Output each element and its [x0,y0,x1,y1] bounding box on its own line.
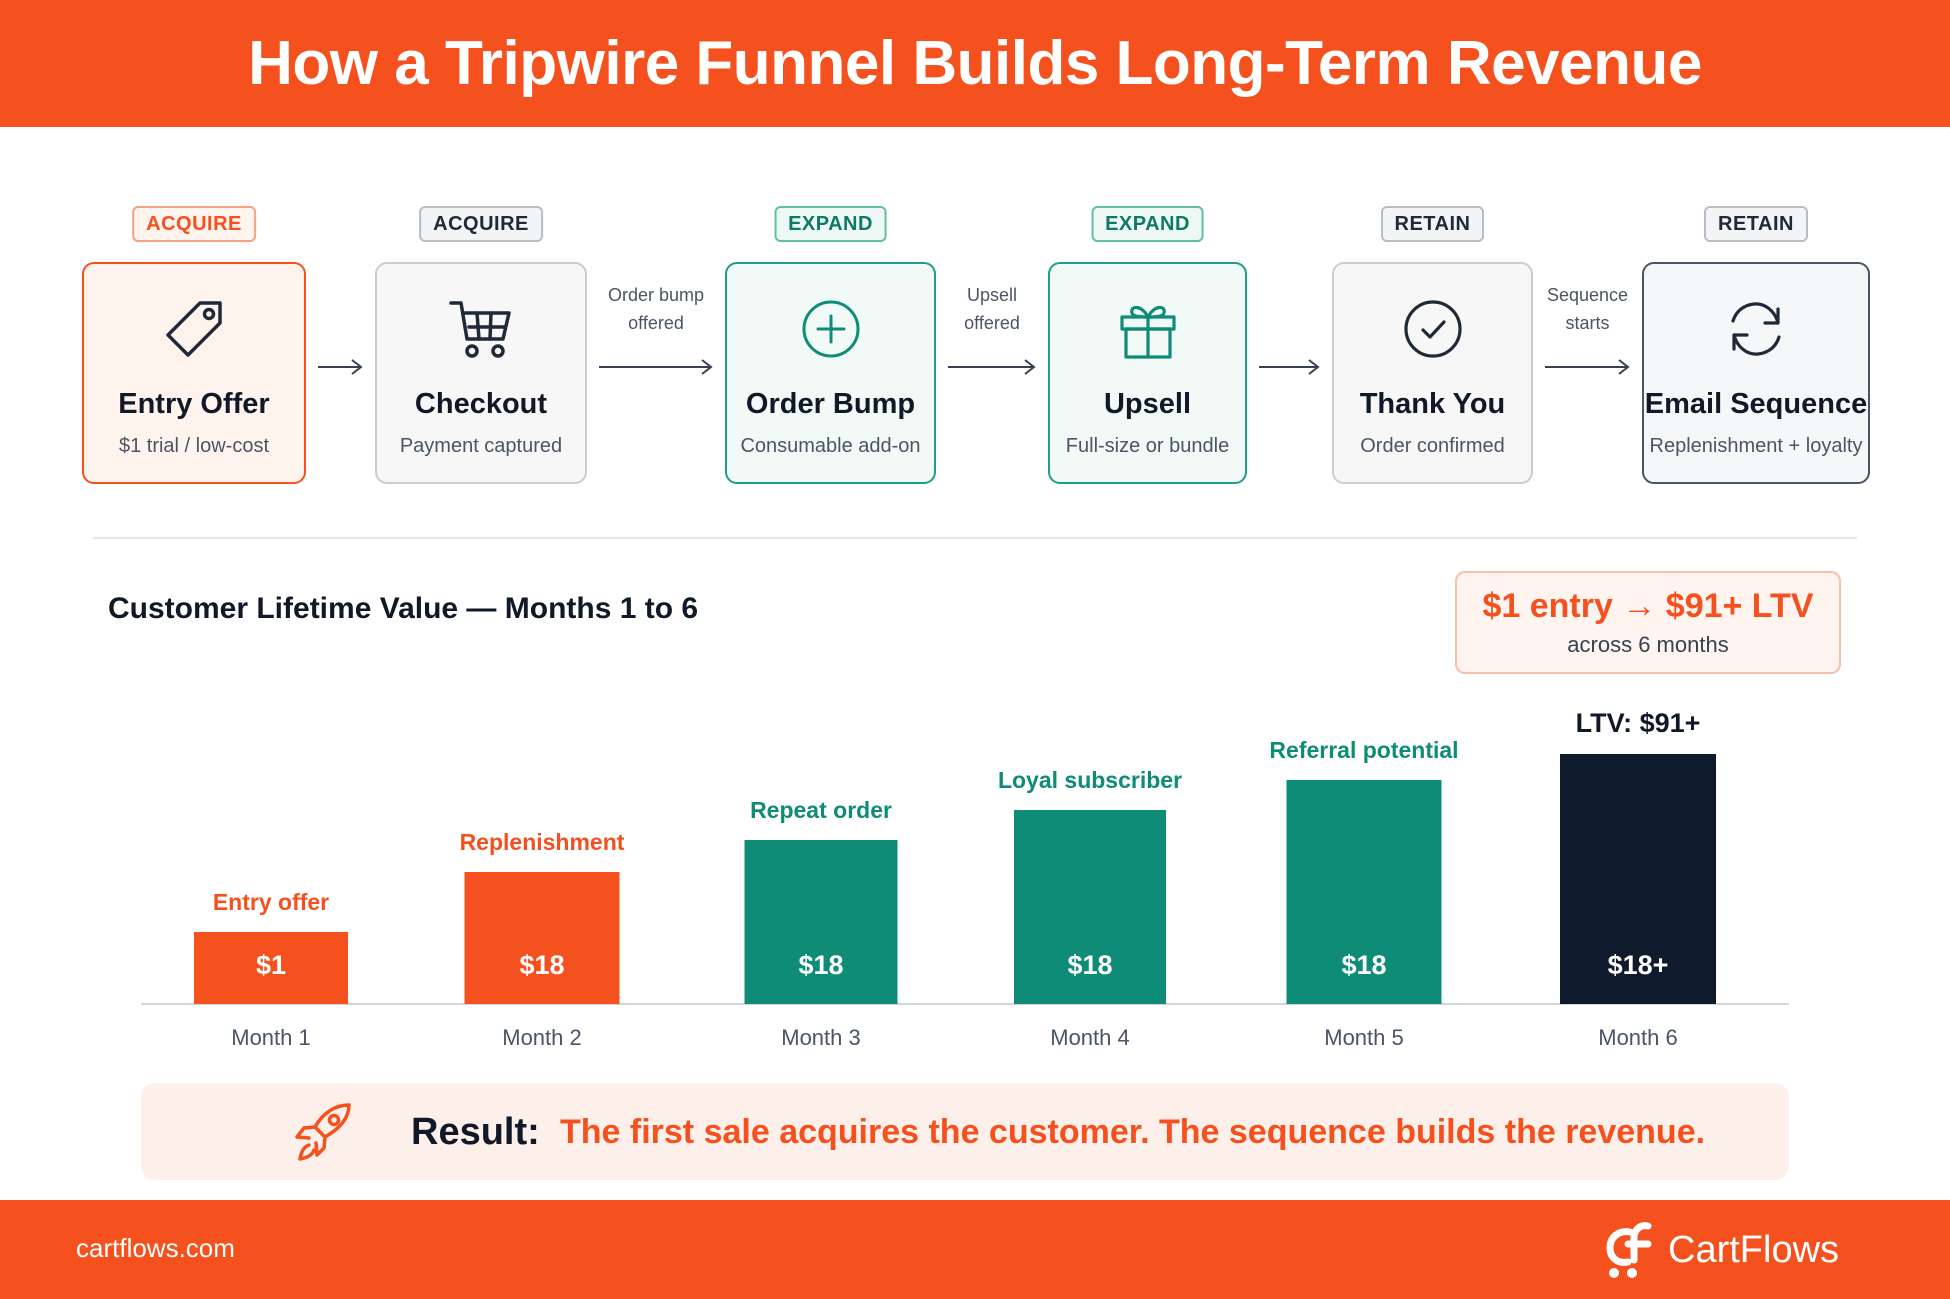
stage-title: Upsell [1103,388,1192,420]
flow-connector: Upsell offered [948,280,1036,390]
stage-title: Thank You [1359,388,1506,420]
x-tick-label: Month 6 [1598,1025,1678,1050]
chart-bar [1286,780,1442,1004]
check-circle-icon [1398,294,1468,364]
chart-title: Customer Lifetime Value — Months 1 to 6 [108,592,699,625]
bar-annotation-label: Entry offer [213,889,329,915]
page-title: How a Tripwire Funnel Builds Long-Term R… [248,29,1702,98]
stage-title: Checkout [414,388,548,420]
x-tick-label: Month 2 [502,1025,582,1050]
stage-card: Checkout Payment captured [375,262,587,484]
arrow-right-icon [948,359,1036,375]
stage-badge: RETAIN [1380,206,1485,242]
page-footer: cartflows.com CartFlows [0,1200,1950,1299]
footer-brand-name: CartFlows [1668,1228,1840,1271]
stage-title: Order Bump [745,388,916,420]
stage-card: Order Bump Consumable add-on [725,262,936,484]
ltv-bar-chart: $1 Entry offer Month 1 $18 Replenishment Mont… [141,708,1789,1050]
ltv-callout-sub: across 6 months [1567,632,1729,657]
stage-card: Upsell Full-size or bundle [1048,262,1247,484]
bar-value-label: $18 [798,950,843,980]
cartflows-logo-icon [1606,1222,1652,1278]
connector-label-1: Sequence [1546,285,1629,305]
bar-value-label: $18 [1067,950,1112,980]
bar-value-label: $18+ [1608,950,1669,980]
stage-badge: ACQUIRE [419,206,543,242]
arrow-right-icon [599,359,713,375]
flow-connector: Order bump offered [599,280,713,390]
stage-subtitle: $1 trial / low-cost [118,435,270,457]
stage-subtitle: Replenishment + loyalty [1649,435,1863,457]
refresh-cycle-icon [1721,294,1791,364]
result-text: The first sale acquires the customer. Th… [560,1113,1706,1151]
section-divider [93,537,1857,539]
stage-badge: RETAIN [1704,206,1808,242]
stage-subtitle: Order confirmed [1360,435,1505,457]
ltv-callout: $1 entry → $91+ LTV across 6 months [1455,571,1841,674]
stage-badge: EXPAND [774,206,887,242]
page-header: How a Tripwire Funnel Builds Long-Term R… [0,0,1950,127]
plus-circle-icon [796,294,866,364]
bar-annotation-label: Loyal subscriber [998,767,1182,793]
stage-subtitle: Consumable add-on [740,435,921,457]
arrow-right-icon [318,359,363,375]
connector-label-2: starts [1565,313,1610,333]
bar-value-label: $1 [256,950,286,980]
x-tick-label: Month 3 [781,1025,861,1050]
bar-annotation-label: Referral potential [1269,737,1458,763]
stage-badge: ACQUIRE [132,206,256,242]
bar-value-label: $18 [519,950,564,980]
connector-label-1: Upsell [966,285,1018,305]
chart-bar [464,872,620,1004]
stage-title: Email Sequence [1644,388,1868,420]
chart-bar [744,840,898,1004]
stage-card: Email Sequence Replenishment + loyalty [1642,262,1870,484]
footer-site-link[interactable]: cartflows.com [76,1233,235,1263]
x-tick-label: Month 4 [1050,1025,1130,1050]
x-tick-label: Month 1 [231,1025,311,1050]
arrow-right-icon [1545,359,1630,375]
price-tag-icon [159,294,229,364]
connector-label-1: Order bump [607,285,705,305]
bar-annotation-label: Repeat order [750,797,892,823]
connector-label-2: offered [628,313,684,333]
chart-bar [1014,810,1166,1004]
rocket-icon [295,1103,351,1161]
stage-subtitle: Payment captured [399,435,563,457]
stage-subtitle: Full-size or bundle [1065,435,1230,457]
bar-annotation-label: LTV: $91+ [1576,708,1701,738]
result-banner: Result: The first sale acquires the cust… [141,1083,1789,1180]
bar-value-label: $18 [1341,950,1386,980]
flow-connector [1259,280,1320,390]
footer-brand: CartFlows [1600,1220,1839,1280]
stage-card: Entry Offer $1 trial / low-cost [82,262,306,484]
result-label: Result: [411,1111,540,1153]
stage-title: Entry Offer [118,388,270,420]
bar-annotation-label: Replenishment [460,829,625,855]
stage-card: Thank You Order confirmed [1332,262,1533,484]
flow-connector [318,280,363,390]
x-tick-label: Month 5 [1324,1025,1404,1050]
chart-bar [194,932,348,1004]
flow-connector: Sequence starts [1545,280,1630,390]
stage-badge: EXPAND [1091,206,1204,242]
ltv-callout-main: $1 entry → $91+ LTV [1482,587,1814,625]
arrow-right-icon [1259,359,1320,375]
shopping-cart-icon [446,294,516,364]
chart-bar [1560,754,1716,1004]
connector-label-2: offered [964,313,1020,333]
gift-icon [1113,294,1183,364]
